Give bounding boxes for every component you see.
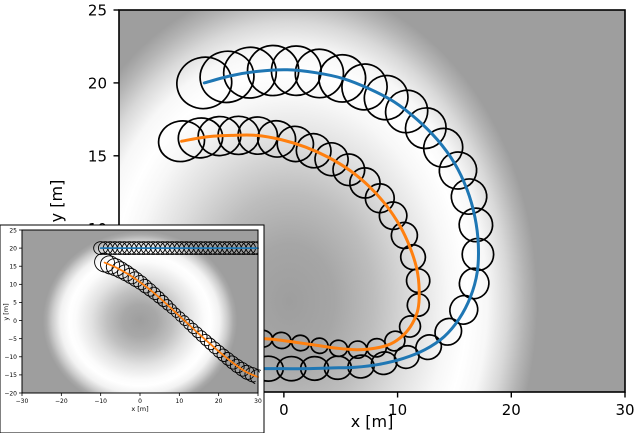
inset-x-tick-label: 0 — [138, 398, 142, 405]
inset-y-tick-label: −15 — [4, 372, 17, 379]
inset-y-tick-label: −5 — [8, 336, 17, 343]
inset-y-tick-label: 15 — [9, 264, 17, 271]
inset-y-tick-label: 20 — [9, 245, 17, 252]
inset-y-tick-label: 25 — [9, 227, 17, 234]
inset-x-tick-label: 10 — [176, 398, 184, 405]
trajectory-blue-line — [197, 68, 480, 371]
trajectory-orange-line — [180, 133, 421, 352]
x-tick-label: 0 — [279, 401, 289, 419]
y-tick-label: 25 — [88, 2, 107, 20]
inset-y-tick-label: 0 — [13, 318, 17, 325]
inset-x-tick-label: −30 — [16, 398, 29, 405]
y-tick-label: 20 — [88, 74, 107, 92]
inset-y-tick-label: −10 — [4, 354, 17, 361]
y-axis-label: y [m] — [47, 180, 66, 223]
x-tick-label: 10 — [388, 401, 407, 419]
inset-y-tick-label: −20 — [4, 390, 17, 397]
inset-x-axis-label: x [m] — [131, 405, 148, 413]
inset-x-tick-label: 20 — [215, 398, 223, 405]
inset-y-axis-label: y [m] — [2, 303, 10, 320]
main-axes-frame — [118, 9, 626, 393]
inset-potential-field-heatmap — [42, 231, 238, 393]
x-tick-label: 30 — [615, 401, 634, 419]
inset-y-tick-label: 5 — [13, 300, 17, 307]
inset-y-tick-label: 10 — [9, 282, 17, 289]
inset-x-tick-label: 30 — [254, 398, 262, 405]
inset-trajectory-orange-line — [103, 261, 259, 378]
y-tick-label: 15 — [88, 147, 107, 165]
inset-x-tick-label: −20 — [55, 398, 68, 405]
x-tick-label: 20 — [502, 401, 521, 419]
x-axis-label: x [m] — [351, 412, 394, 431]
inset-x-tick-label: −10 — [94, 398, 107, 405]
